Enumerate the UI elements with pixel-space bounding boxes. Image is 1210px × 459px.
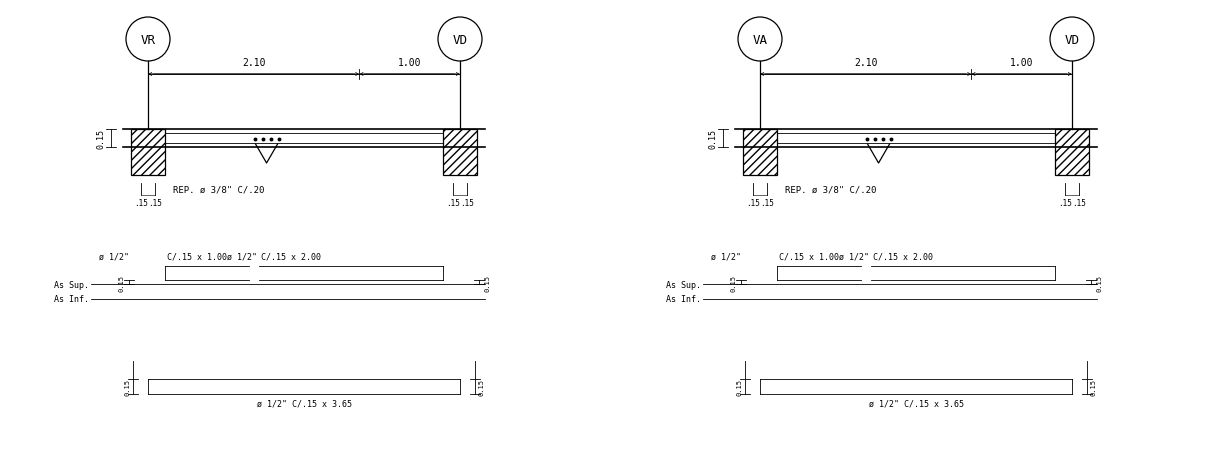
Text: 0.15: 0.15: [484, 274, 490, 291]
Bar: [131, 130, 165, 176]
Text: .15: .15: [134, 199, 148, 207]
Text: 2.10: 2.10: [242, 58, 265, 68]
Bar: [1055, 130, 1089, 176]
Text: 2.10: 2.10: [854, 58, 877, 68]
Bar: [443, 130, 477, 176]
Text: C/.15 x 1.00: C/.15 x 1.00: [167, 252, 227, 261]
Text: As Inf.: As Inf.: [54, 295, 90, 304]
Text: .15: .15: [747, 199, 760, 207]
Text: 1.00: 1.00: [1010, 58, 1033, 68]
Text: ø 1/2": ø 1/2": [711, 252, 741, 261]
Text: As Sup.: As Sup.: [666, 280, 701, 289]
Text: ø 1/2" C/.15 x 3.65: ø 1/2" C/.15 x 3.65: [869, 399, 963, 408]
Text: As Inf.: As Inf.: [666, 295, 701, 304]
Text: .15: .15: [460, 199, 474, 207]
Bar: [443, 130, 477, 176]
Text: 0.15: 0.15: [119, 274, 123, 291]
Text: REP. ø 3/8" C/.20: REP. ø 3/8" C/.20: [173, 185, 264, 194]
Text: 1.00: 1.00: [398, 58, 421, 68]
Text: 0.15: 0.15: [730, 274, 736, 291]
Text: As Sup.: As Sup.: [54, 280, 90, 289]
Text: C/.15 x 2.00: C/.15 x 2.00: [260, 252, 321, 261]
Text: VR: VR: [140, 34, 156, 46]
Text: 0.15: 0.15: [1096, 274, 1102, 291]
Text: ø 1/2": ø 1/2": [226, 252, 257, 261]
Text: 0.15: 0.15: [708, 129, 718, 149]
Text: 0.15: 0.15: [736, 378, 742, 395]
Text: VD: VD: [1065, 34, 1079, 46]
Text: .15: .15: [446, 199, 460, 207]
Text: 0.15: 0.15: [1090, 378, 1096, 395]
Text: C/.15 x 2.00: C/.15 x 2.00: [872, 252, 933, 261]
Text: .15: .15: [1072, 199, 1085, 207]
Text: 0.15: 0.15: [96, 129, 105, 149]
Text: 0.15: 0.15: [478, 378, 484, 395]
Bar: [1055, 130, 1089, 176]
Bar: [743, 130, 777, 176]
Bar: [131, 130, 165, 176]
Text: REP. ø 3/8" C/.20: REP. ø 3/8" C/.20: [785, 185, 876, 194]
Text: ø 1/2": ø 1/2": [99, 252, 129, 261]
Text: VD: VD: [453, 34, 467, 46]
Text: ø 1/2": ø 1/2": [839, 252, 869, 261]
Text: .15: .15: [760, 199, 774, 207]
Text: ø 1/2" C/.15 x 3.65: ø 1/2" C/.15 x 3.65: [257, 399, 351, 408]
Bar: [743, 130, 777, 176]
Text: VA: VA: [753, 34, 767, 46]
Text: 0.15: 0.15: [123, 378, 129, 395]
Text: C/.15 x 1.00: C/.15 x 1.00: [779, 252, 839, 261]
Text: .15: .15: [148, 199, 162, 207]
Text: .15: .15: [1058, 199, 1072, 207]
